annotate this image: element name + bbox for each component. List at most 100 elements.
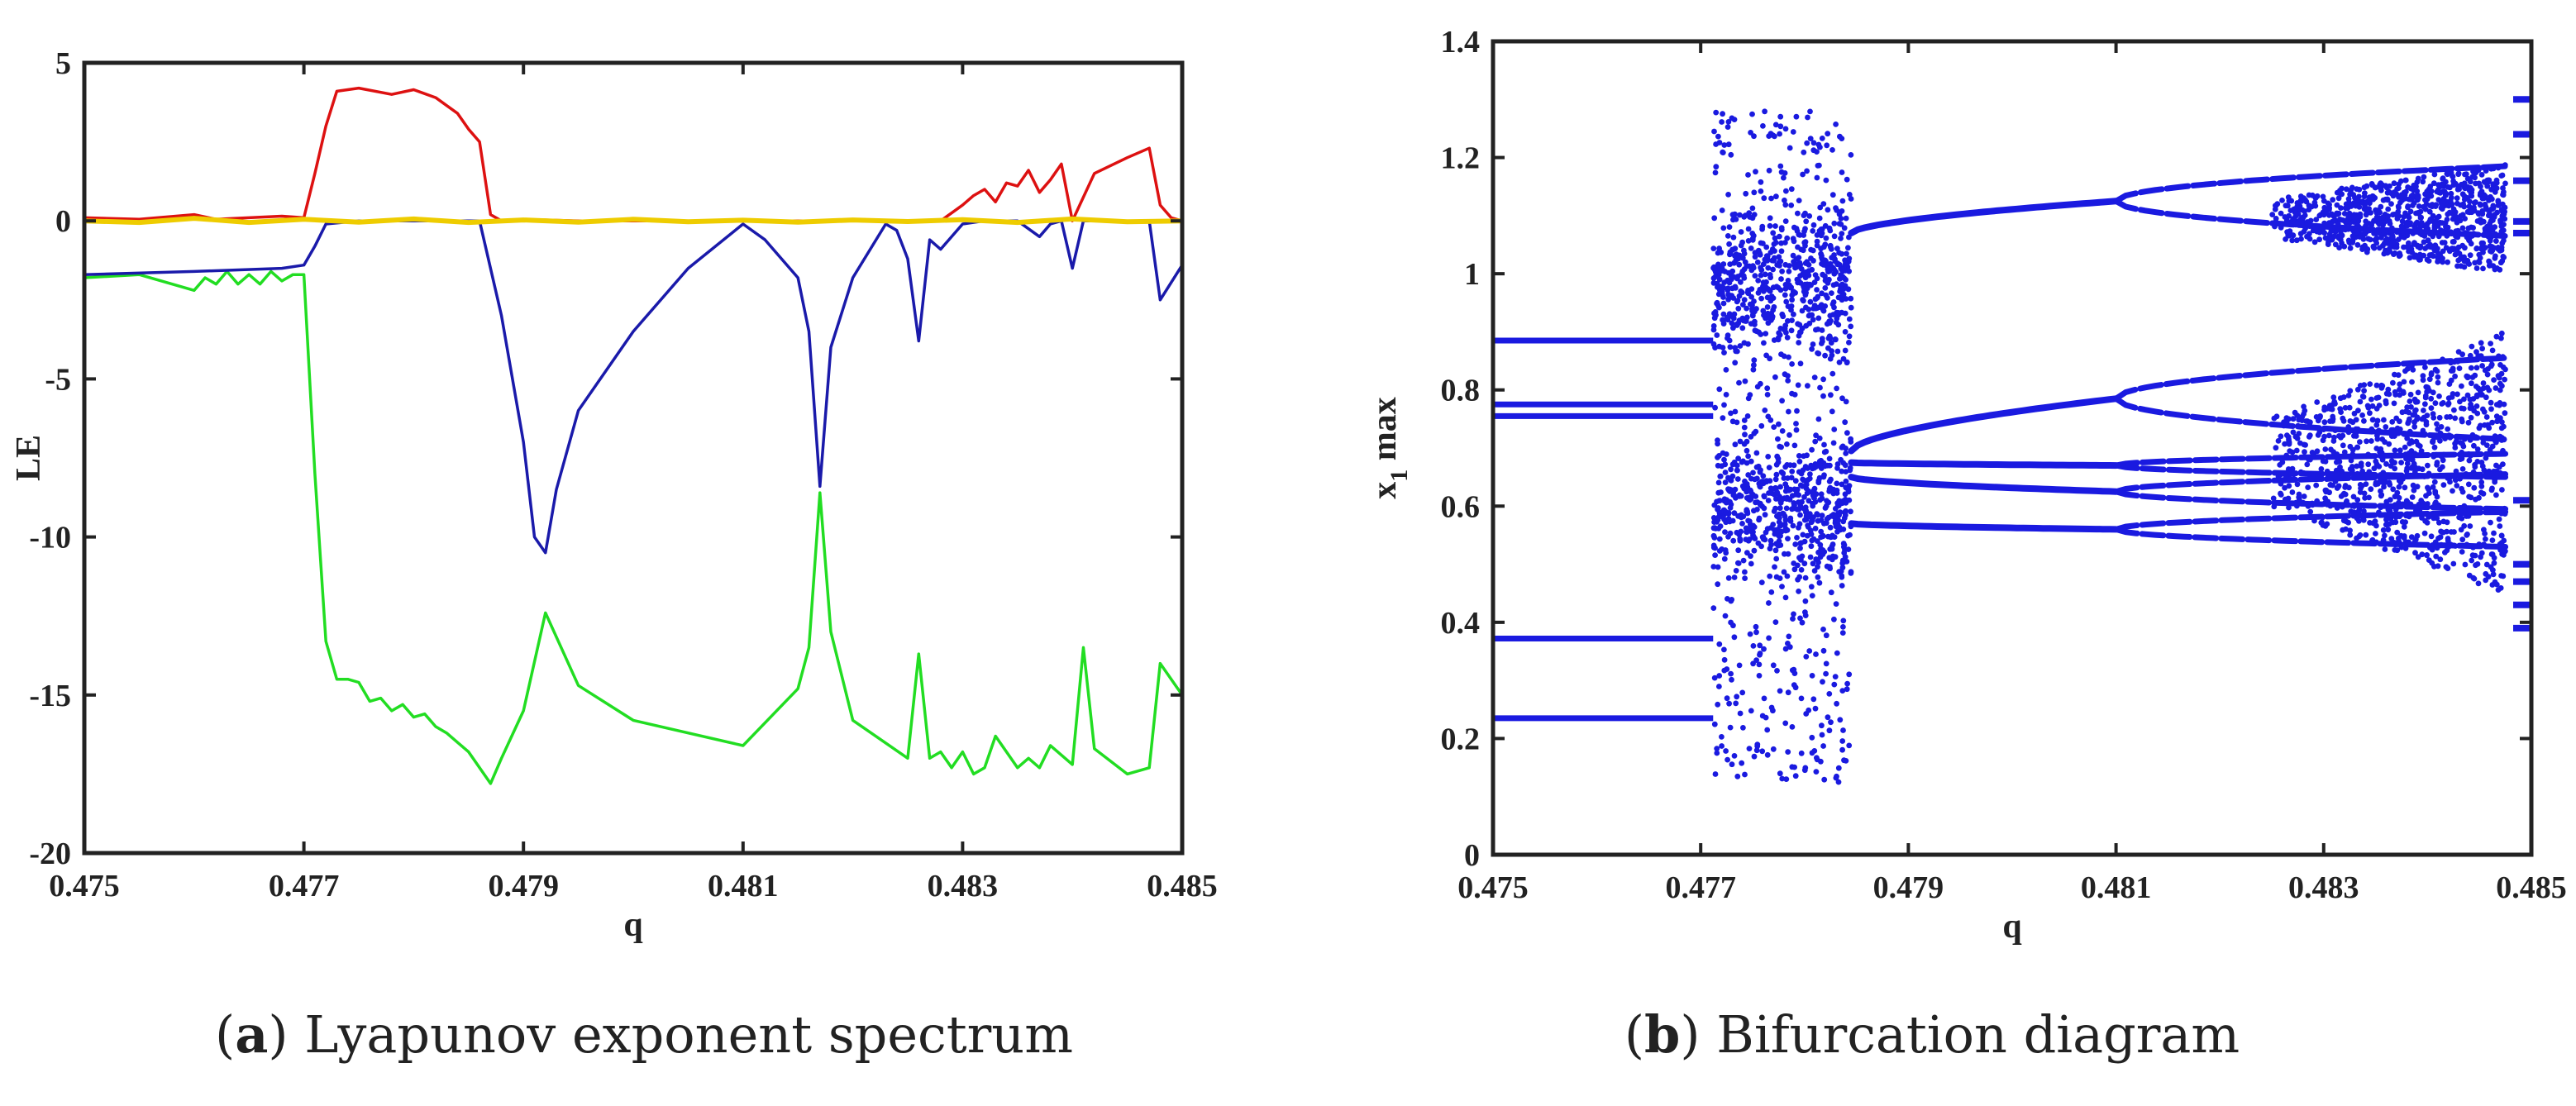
bifurcation-point bbox=[2478, 184, 2483, 190]
bifurcation-point bbox=[2396, 236, 2402, 242]
bifurcation-point bbox=[1810, 500, 1815, 507]
bifurcation-point bbox=[2322, 446, 2329, 452]
bifurcation-point bbox=[1813, 651, 1819, 657]
bifurcation-point bbox=[2347, 388, 2354, 394]
bifurcation-point bbox=[1725, 574, 1732, 581]
bifurcation-point bbox=[2289, 489, 2296, 495]
bifurcation-point bbox=[1715, 581, 1721, 588]
bifurcation-point bbox=[2341, 211, 2348, 217]
bifurcation-point bbox=[2475, 210, 2482, 216]
bifurcation-point bbox=[2312, 203, 2319, 209]
bifurcation-point bbox=[1775, 336, 1782, 343]
bifurcation-point bbox=[2363, 532, 2369, 538]
bifurcation-point bbox=[1772, 547, 1779, 554]
bifurcation-point bbox=[2378, 385, 2385, 391]
bifurcation-points bbox=[1710, 108, 2508, 785]
bifurcation-point bbox=[1710, 279, 1717, 286]
bifurcation-point bbox=[1812, 438, 1819, 445]
bifurcation-point bbox=[2295, 211, 2302, 217]
bifurcation-point bbox=[1783, 505, 1790, 512]
bifurcation-point bbox=[1756, 661, 1763, 668]
bifurcation-point bbox=[2324, 406, 2330, 412]
bifurcation-point bbox=[2375, 207, 2382, 213]
bifurcation-point bbox=[1777, 532, 1783, 539]
bifurcation-point bbox=[2293, 237, 2300, 244]
bifurcation-point bbox=[2445, 400, 2452, 407]
bifurcation-point bbox=[1722, 613, 1729, 619]
bifurcation-point bbox=[2401, 189, 2407, 196]
bifurcation-point bbox=[1843, 478, 1849, 484]
bifurcation-point bbox=[1732, 360, 1739, 366]
bifurcation-point bbox=[2448, 190, 2454, 197]
bifurcation-point bbox=[1782, 240, 1788, 246]
bifurcation-point bbox=[2432, 242, 2439, 249]
bifurcation-point bbox=[1798, 695, 1805, 702]
bifurcation-point bbox=[2465, 419, 2472, 426]
bifurcation-point bbox=[1740, 302, 1746, 307]
bifurcation-point bbox=[2459, 536, 2466, 543]
bifurcation-point bbox=[1734, 462, 1740, 469]
bifurcation-point bbox=[1729, 115, 1735, 122]
bifurcation-point bbox=[2415, 193, 2421, 199]
bifurcation-point bbox=[2398, 460, 2404, 465]
bifurcation-point bbox=[2331, 398, 2338, 405]
bifurcation-point bbox=[2290, 429, 2297, 436]
bifurcation-point bbox=[1719, 743, 1724, 749]
bifurcation-point bbox=[1760, 279, 1767, 285]
bifurcation-point bbox=[1829, 147, 1835, 153]
bifurcation-point bbox=[1817, 384, 1823, 391]
bifurcation-point bbox=[1793, 427, 1800, 433]
bifurcation-point bbox=[2369, 403, 2376, 409]
bifurcation-point bbox=[2473, 265, 2480, 271]
bifurcation-point bbox=[1716, 276, 1723, 283]
bifurcation-point bbox=[1729, 418, 1736, 425]
bifurcation-point bbox=[2467, 523, 2473, 529]
a-xtick-label: 0.481 bbox=[708, 869, 779, 903]
bifurcation-point bbox=[1806, 213, 1813, 219]
bifurcation-point bbox=[1731, 510, 1738, 517]
bifurcation-point bbox=[2307, 419, 2313, 426]
bifurcation-point bbox=[1726, 241, 1732, 247]
bifurcation-point bbox=[1782, 326, 1788, 332]
bifurcation-point bbox=[2437, 438, 2443, 444]
bifurcation-point bbox=[1744, 289, 1751, 296]
bifurcation-point bbox=[1838, 236, 1844, 241]
bifurcation-point bbox=[1715, 564, 1721, 570]
bifurcation-point bbox=[2501, 222, 2507, 227]
series-le2-line bbox=[83, 216, 1183, 226]
bifurcation-point bbox=[1733, 700, 1739, 707]
bifurcation-point bbox=[2364, 249, 2370, 255]
bifurcation-point bbox=[2426, 486, 2432, 493]
a-ytick-label: -15 bbox=[29, 679, 71, 713]
bifurcation-point bbox=[2417, 215, 2424, 221]
bifurcation-point bbox=[2368, 438, 2374, 444]
bifurcation-point bbox=[1833, 775, 1839, 781]
bifurcation-point bbox=[1836, 211, 1843, 217]
bifurcation-point bbox=[2434, 368, 2440, 374]
series-le3-line bbox=[83, 219, 1184, 555]
bifurcation-point bbox=[1770, 662, 1777, 669]
bifurcation-point bbox=[1834, 528, 1840, 535]
bifurcation-point bbox=[1758, 295, 1764, 302]
bifurcation-point bbox=[1789, 317, 1795, 323]
bifurcation-point bbox=[2357, 383, 2364, 389]
bifurcation-point bbox=[1777, 331, 1783, 338]
bifurcation-point bbox=[2483, 414, 2490, 420]
bifurcation-point bbox=[1739, 521, 1745, 527]
bifurcation-point bbox=[1762, 271, 1768, 278]
bifurcation-point bbox=[2494, 209, 2500, 216]
bifurcation-point bbox=[1830, 312, 1836, 317]
bifurcation-point bbox=[2499, 258, 2506, 265]
bifurcation-point bbox=[2445, 395, 2452, 402]
bifurcation-point bbox=[1768, 293, 1775, 299]
bifurcation-point bbox=[2490, 567, 2496, 573]
bifurcation-point bbox=[1745, 341, 1751, 347]
bifurcation-point bbox=[2430, 484, 2436, 490]
bifurcation-point bbox=[2299, 417, 2306, 423]
bifurcation-point bbox=[2414, 242, 2421, 249]
bifurcation-point bbox=[2359, 244, 2366, 250]
bifurcation-point bbox=[2459, 242, 2466, 249]
bifurcation-point bbox=[1750, 470, 1756, 476]
bifurcation-point bbox=[2432, 222, 2438, 228]
bifurcation-point bbox=[1763, 352, 1769, 359]
